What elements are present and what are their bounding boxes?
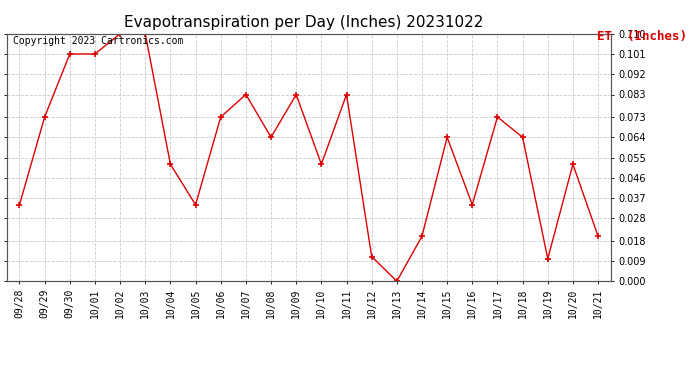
- Text: ET  (Inches): ET (Inches): [597, 30, 687, 43]
- Text: Copyright 2023 Cartronics.com: Copyright 2023 Cartronics.com: [13, 36, 184, 46]
- Text: Evapotranspiration per Day (Inches) 20231022: Evapotranspiration per Day (Inches) 2023…: [124, 15, 483, 30]
